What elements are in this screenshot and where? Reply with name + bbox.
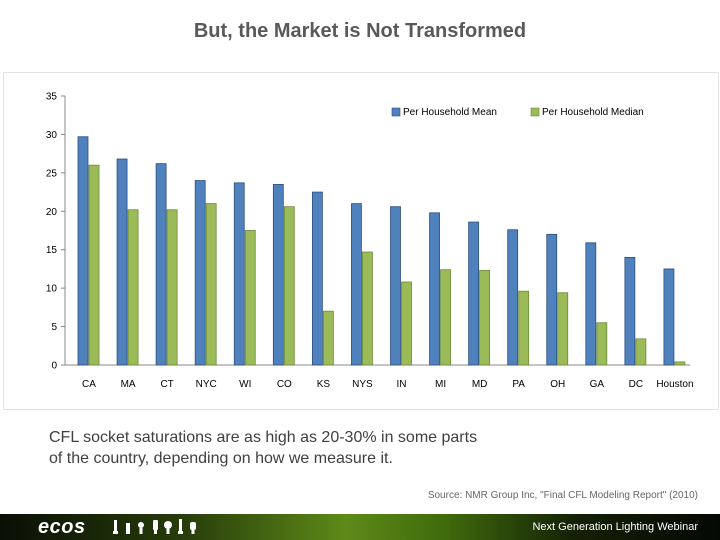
median-bar-ct [166, 209, 178, 366]
mean-bar-houston [663, 268, 675, 366]
x-tick-label: MA [121, 379, 136, 390]
chart-frame: 0 5 10 15 20 25 30 35 CA MA CT NYC WI CO KS NYS IN MI MD P… [3, 72, 719, 410]
x-tick-label: MD [472, 379, 488, 390]
legend-label-median: Per Household Median [542, 107, 644, 118]
median-bar-nyc [205, 203, 217, 366]
x-tick-label: NYS [352, 379, 373, 390]
y-tick-label: 35 [46, 92, 58, 103]
x-tick-label: MI [435, 379, 446, 390]
mean-bar-ca [77, 136, 89, 366]
x-tick-label: PA [512, 379, 525, 390]
mean-bar-pa [507, 229, 519, 366]
y-tick-label: 5 [51, 322, 57, 333]
median-bar-md [479, 270, 491, 366]
x-tick-label: CO [277, 379, 292, 390]
median-bar-houston [674, 361, 686, 366]
legend-swatch-mean [391, 107, 401, 117]
x-tick-label: GA [590, 379, 605, 390]
median-bar-ks [322, 310, 334, 366]
mean-bar-md [468, 221, 480, 366]
footer-bar [0, 514, 720, 540]
median-bar-pa [518, 290, 530, 366]
webinar-tagline: Next Generation Lighting Webinar [532, 521, 698, 533]
median-bar-wi [244, 230, 256, 366]
legend-swatch-median [530, 107, 540, 117]
median-bar-ca [88, 164, 100, 366]
caption-line-1: CFL socket saturations are as high as 20… [49, 429, 478, 446]
mean-bar-wi [233, 182, 245, 366]
x-tick-label: IN [397, 379, 407, 390]
caption-line-2: of the country, depending on how we meas… [49, 450, 393, 467]
x-tick-label: WI [239, 379, 251, 390]
median-bar-mi [440, 269, 451, 366]
source-citation: Source: NMR Group Inc, "Final CFL Modeli… [427, 490, 698, 501]
mean-bar-co [272, 183, 284, 366]
mean-bar-nys [351, 203, 362, 366]
median-bar-oh [557, 292, 569, 366]
mean-bar-mi [429, 212, 440, 366]
median-bar-ga [596, 322, 608, 366]
bar-chart: 0 5 10 15 20 25 30 35 CA MA CT NYC WI CO KS NYS IN MI MD P… [46, 92, 694, 391]
y-tick-label: 20 [46, 207, 58, 218]
median-bar-co [283, 206, 295, 366]
mean-bar-ma [116, 158, 128, 366]
y-tick-label: 15 [46, 245, 58, 256]
median-bar-dc [635, 338, 647, 366]
x-tick-label: OH [550, 379, 565, 390]
mean-bar-in [390, 206, 401, 366]
x-tick-label: CT [160, 379, 173, 390]
median-bar-in [401, 281, 412, 366]
lightbulbs-icon [113, 519, 196, 534]
y-tick-label: 0 [51, 361, 57, 372]
x-tick-label: Houston [656, 379, 693, 390]
slide-title: But, the Market is Not Transformed [193, 20, 527, 42]
mean-bar-dc [624, 256, 636, 366]
y-tick-label: 30 [46, 130, 58, 141]
median-bar-ma [127, 209, 139, 366]
ecos-logo: ecos [38, 516, 86, 538]
mean-bar-ct [155, 163, 167, 366]
legend-label-mean: Per Household Mean [403, 107, 497, 118]
median-bar-nys [362, 251, 373, 366]
y-tick-label: 10 [46, 284, 58, 295]
mean-bar-ga [585, 242, 597, 366]
mean-bar-nyc [194, 180, 206, 366]
mean-bar-oh [546, 233, 558, 366]
caption: CFL socket saturations are as high as 20… [49, 427, 569, 469]
x-tick-label: KS [317, 379, 331, 390]
mean-bar-ks [311, 191, 323, 366]
x-tick-label: NYC [196, 379, 217, 390]
y-tick-label: 25 [46, 168, 58, 179]
x-tick-label: DC [629, 379, 643, 390]
x-tick-label: CA [82, 379, 96, 390]
